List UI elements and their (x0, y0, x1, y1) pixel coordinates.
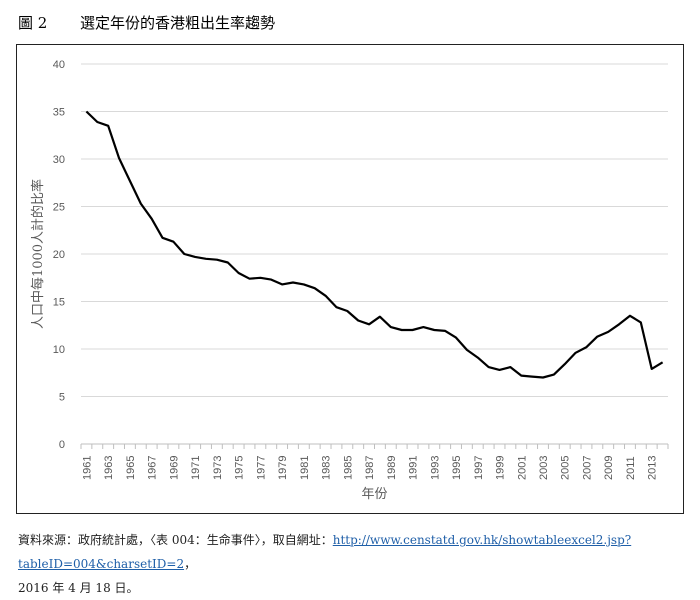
source-date: 2016 年 4 月 18 日。 (18, 581, 139, 595)
x-tick-label: 1983 (321, 456, 333, 480)
x-tick-label: 1995 (451, 456, 463, 480)
y-tick-label: 35 (53, 107, 65, 119)
birth-rate-line (86, 112, 662, 378)
x-tick-label: 1965 (125, 456, 137, 480)
x-tick-label: 1989 (386, 456, 398, 480)
x-tick-label: 1993 (429, 456, 441, 480)
y-tick-label: 15 (53, 297, 65, 309)
y-tick-label: 30 (53, 154, 65, 166)
line-chart: 0 5 10 15 20 25 30 35 40 1961 1963 1965 1967 1969 1971… (0, 0, 700, 520)
x-tick-label: 1971 (190, 456, 202, 480)
x-tick-label: 1977 (255, 456, 267, 480)
y-tick-label: 20 (53, 249, 65, 261)
x-axis-title: 年份 (361, 487, 387, 502)
x-tick-label: 1961 (81, 456, 93, 480)
x-tick-label: 1973 (212, 456, 224, 480)
x-tick-label: 1981 (299, 456, 311, 480)
y-tick-label: 5 (59, 392, 65, 404)
x-tick-label: 1963 (103, 456, 115, 480)
x-tick-label: 1991 (408, 456, 420, 480)
x-tick-label: 1997 (473, 456, 485, 480)
x-tick-label: 2003 (538, 456, 550, 480)
y-tick-label: 40 (53, 59, 65, 71)
x-tick-label: 2005 (560, 456, 572, 480)
x-tick-label: 1969 (168, 456, 180, 480)
x-tick-label: 2007 (581, 456, 593, 480)
x-tick-label: 2001 (516, 456, 528, 480)
source-note: 資料來源：政府統計處，〈表 004：生命事件〉，取自網址：http://www.… (18, 528, 700, 600)
x-tick-label: 1987 (364, 456, 376, 480)
x-tick-label: 1979 (277, 456, 289, 480)
y-axis-title: 人口中每1000人計的比率 (30, 179, 46, 329)
x-tick-label: 1967 (147, 456, 159, 480)
x-tick-label: 1999 (495, 456, 507, 480)
x-tick-label: 2011 (625, 456, 637, 480)
x-tick-label: 1975 (234, 456, 246, 480)
y-tick-label: 0 (59, 439, 65, 451)
source-prefix: 資料來源：政府統計處，〈表 004：生命事件〉，取自網址： (18, 533, 333, 547)
x-tick-label: 2013 (647, 456, 659, 480)
x-tick-label: 1985 (342, 456, 354, 480)
source-suffix: ， (184, 557, 196, 571)
y-tick-label: 10 (53, 344, 65, 356)
y-tick-label: 25 (53, 202, 65, 214)
x-tick-label: 2009 (603, 456, 615, 480)
